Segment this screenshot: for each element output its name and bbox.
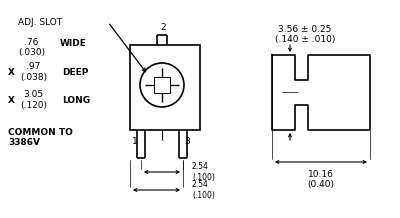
Text: 1: 1 <box>132 137 138 146</box>
Text: 3: 3 <box>184 137 190 146</box>
Text: 10.16
(0.40): 10.16 (0.40) <box>308 170 334 189</box>
Text: 3.05
(.120): 3.05 (.120) <box>20 90 47 110</box>
Text: LONG: LONG <box>62 95 90 104</box>
Text: WIDE: WIDE <box>60 39 87 48</box>
Text: 2: 2 <box>160 23 166 32</box>
Text: X: X <box>8 68 15 77</box>
Bar <box>130 45 200 130</box>
Text: 3.56 ± 0.25
(.140 ± .010): 3.56 ± 0.25 (.140 ± .010) <box>275 25 335 44</box>
Text: ADJ. SLOT: ADJ. SLOT <box>18 18 62 27</box>
Text: 2.54
(.100): 2.54 (.100) <box>192 162 215 182</box>
Text: COMMON TO
3386V: COMMON TO 3386V <box>8 128 73 147</box>
Text: X: X <box>8 95 15 104</box>
Text: 2.54
(.100): 2.54 (.100) <box>192 180 215 200</box>
Text: .76
(.030): .76 (.030) <box>18 38 45 57</box>
Bar <box>154 77 170 93</box>
Text: DEEP: DEEP <box>62 68 88 77</box>
Text: .97
(.038): .97 (.038) <box>20 62 47 82</box>
